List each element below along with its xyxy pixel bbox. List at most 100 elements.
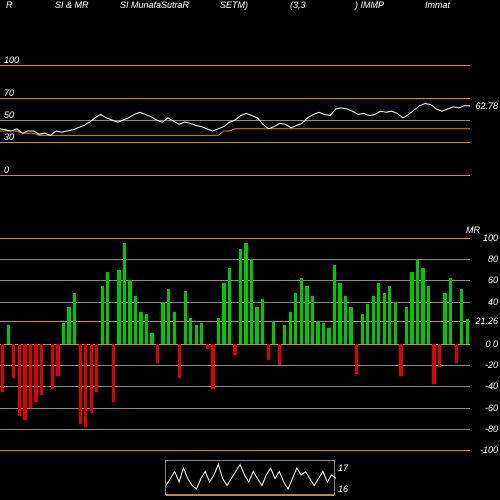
bar (278, 344, 281, 365)
bar (23, 344, 26, 420)
bar (361, 314, 364, 344)
header-item: SI & MR (55, 0, 89, 10)
mini-panel: 1716 (165, 460, 335, 495)
bar (233, 344, 236, 355)
rsi-panel: 100705030062.78 (0, 65, 500, 175)
bar (79, 344, 82, 424)
axis-label: 0 0 (485, 339, 498, 349)
bar (73, 293, 76, 344)
header-item: SETM) (220, 0, 248, 10)
axis-label: 100 (483, 233, 498, 243)
bar (449, 278, 452, 344)
bar (123, 243, 126, 344)
bar (311, 296, 314, 344)
bar (261, 299, 264, 344)
bar (222, 283, 225, 344)
bar (189, 318, 192, 345)
bar (383, 293, 386, 344)
bar (67, 307, 70, 344)
bar (344, 296, 347, 344)
bar (184, 291, 187, 344)
gridline (0, 386, 470, 387)
panel-title: MR (466, 225, 480, 235)
header-item: ) IMMP (355, 0, 384, 10)
mini-label-top: 17 (338, 463, 348, 473)
chart-header: R SI & MR SI MunafaSutraR SETM) (3,3 ) I… (0, 0, 500, 14)
bar (355, 344, 358, 374)
gridline (0, 175, 470, 176)
line-chart (0, 65, 470, 175)
bar (438, 344, 441, 367)
bar (316, 321, 319, 344)
gridline (0, 238, 470, 239)
bar (106, 272, 109, 344)
gridline (0, 450, 470, 451)
bar (34, 344, 37, 402)
bar (7, 325, 10, 344)
axis-label: 100 (4, 55, 19, 65)
header-item: SI MunafaSutraR (120, 0, 189, 10)
bar (228, 268, 231, 344)
bar (388, 286, 391, 344)
axis-label: -80 (485, 424, 498, 434)
current-value: 62.78 (475, 101, 498, 111)
bar (305, 286, 308, 344)
bar (394, 302, 397, 344)
bar (283, 325, 286, 344)
bar (466, 319, 469, 344)
header-item: (3,3 (290, 0, 306, 10)
bar (101, 286, 104, 344)
bar (84, 344, 87, 427)
axis-label: -20 (485, 360, 498, 370)
bar (333, 265, 336, 345)
bar (117, 270, 120, 344)
axis-label: 80 (488, 254, 498, 264)
bar (128, 280, 131, 344)
gridline (0, 302, 470, 303)
bar (455, 344, 458, 363)
bar (460, 289, 463, 344)
bar (206, 344, 209, 349)
bar (443, 293, 446, 344)
bar (56, 344, 59, 376)
bar (322, 323, 325, 344)
gridline (0, 280, 470, 281)
bar (134, 296, 137, 344)
bar (217, 318, 220, 345)
bar (1, 344, 4, 392)
header-item: Immat (425, 0, 450, 10)
gridline (0, 408, 470, 409)
bar (410, 272, 413, 344)
bar (29, 344, 32, 408)
bar (377, 283, 380, 344)
axis-label: 21.26 (475, 316, 498, 326)
bar (90, 344, 93, 413)
bar (51, 344, 54, 389)
bar (139, 312, 142, 344)
bar (62, 323, 65, 344)
mini-label-bottom: 16 (338, 484, 348, 494)
bar (272, 321, 275, 344)
bar (178, 344, 181, 378)
bar (112, 344, 115, 402)
bar (399, 344, 402, 376)
bar (95, 344, 98, 392)
bar (416, 259, 419, 344)
bar (167, 289, 170, 344)
bar (12, 344, 15, 378)
axis-label: -40 (485, 381, 498, 391)
bar (18, 344, 21, 416)
bar (338, 283, 341, 344)
mr-panel: MR10080604021.260 0-20-40-60-80-100 (0, 238, 500, 450)
bar (145, 314, 148, 344)
mini-line (166, 461, 336, 496)
bar (349, 307, 352, 344)
bar (244, 243, 247, 344)
header-item: R (6, 0, 13, 10)
bar (239, 249, 242, 344)
bar (421, 268, 424, 344)
bar (161, 302, 164, 344)
axis-label: -60 (485, 403, 498, 413)
bar (300, 278, 303, 344)
bar (289, 312, 292, 344)
